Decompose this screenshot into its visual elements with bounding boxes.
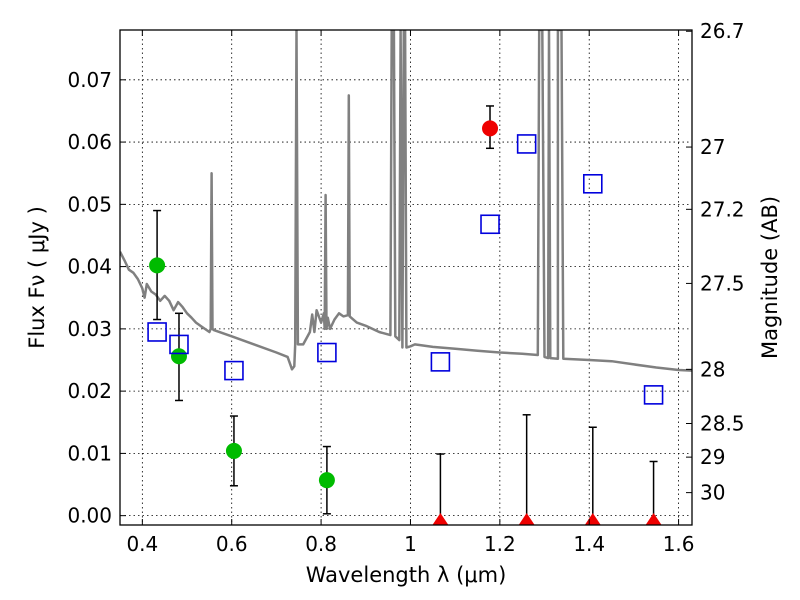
model-square-point (516, 134, 537, 154)
x-axis-title: Wavelength λ (μm) (306, 563, 507, 587)
right-tick-label: 27.5 (700, 271, 745, 295)
red-data-point (482, 120, 499, 137)
x-tick-label: 0.6 (216, 532, 248, 556)
x-tick-label: 1.6 (663, 532, 695, 556)
right-tick-label: 27 (700, 135, 725, 159)
model-square-point (147, 322, 167, 342)
model-square-point (582, 173, 603, 194)
x-tick-label: 1.2 (484, 532, 516, 556)
right-axis-title: Magnitude (AB) (758, 196, 782, 359)
plot-frame (119, 29, 693, 526)
model-square-point (317, 342, 337, 363)
green-data-point (318, 472, 335, 489)
y-tick-label: 0.06 (67, 130, 112, 154)
right-tick-label: 26.7 (700, 19, 745, 43)
upper-limit-triangle (584, 513, 601, 525)
right-tick-label: 27.2 (700, 197, 745, 221)
right-tick-label: 28 (700, 357, 725, 381)
model-square-point (643, 385, 664, 405)
y-tick-label: 0.04 (67, 255, 112, 279)
y-tick-label: 0.00 (67, 504, 112, 528)
marker-layer (147, 105, 664, 525)
model-square-point (224, 360, 244, 381)
model-square-point (169, 334, 189, 355)
grid (120, 30, 692, 525)
right-tick-label: 30 (700, 481, 725, 505)
y-tick-label: 0.05 (67, 192, 112, 216)
y-axis-title: Flux Fν ( μJy ) (25, 206, 49, 349)
upper-limit-triangle (432, 513, 449, 525)
y-tick-label: 0.03 (67, 317, 112, 341)
spectrum-layer (120, 30, 692, 372)
upper-limit-triangle (645, 513, 662, 525)
x-tick-label: 1 (404, 532, 417, 556)
y-tick-label: 0.07 (67, 68, 112, 92)
right-tick-label: 28.5 (700, 412, 745, 436)
green-data-point (170, 348, 187, 365)
upper-limit-triangle (518, 513, 535, 525)
x-tick-label: 0.8 (305, 532, 337, 556)
right-tick-label: 29 (700, 445, 725, 469)
y-tick-label: 0.02 (67, 379, 112, 403)
green-data-point (149, 257, 166, 274)
model-square-point (430, 352, 451, 372)
spectrum-line (120, 30, 692, 372)
y-tick-label: 0.01 (67, 441, 112, 465)
axis-ticks: 0.4 0.6 0.8 1 1.2 1.4 1.6 0.00 0.01 0.02 0.03 0.04 0… (67, 19, 744, 556)
model-square-point (480, 214, 500, 235)
x-tick-label: 1.4 (573, 532, 605, 556)
green-data-point (225, 442, 242, 459)
x-tick-label: 0.4 (126, 532, 158, 556)
